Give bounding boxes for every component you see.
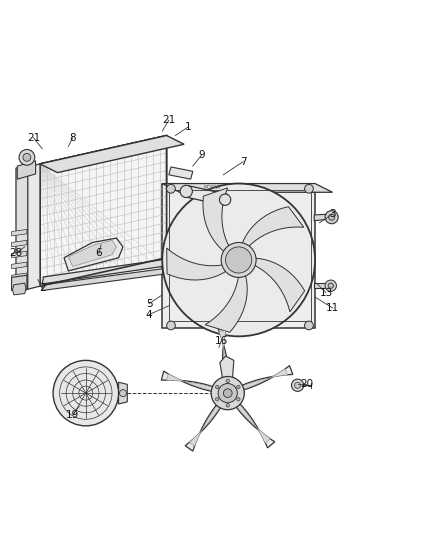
Text: 21: 21 — [162, 115, 175, 125]
Text: 2: 2 — [39, 284, 46, 293]
Polygon shape — [68, 240, 117, 266]
Text: 6: 6 — [95, 248, 102, 259]
Circle shape — [226, 379, 230, 383]
Circle shape — [223, 389, 232, 398]
Polygon shape — [236, 403, 270, 443]
Polygon shape — [242, 207, 304, 248]
Polygon shape — [184, 185, 228, 205]
Text: 4: 4 — [146, 310, 152, 319]
Polygon shape — [162, 183, 332, 192]
Circle shape — [304, 184, 313, 193]
Text: 11: 11 — [326, 303, 339, 313]
Polygon shape — [314, 214, 328, 221]
Circle shape — [291, 379, 304, 391]
Circle shape — [120, 390, 127, 397]
Polygon shape — [17, 161, 35, 179]
Circle shape — [166, 321, 175, 330]
Polygon shape — [12, 273, 27, 280]
Circle shape — [294, 382, 300, 389]
Text: 19: 19 — [66, 410, 79, 420]
Polygon shape — [42, 269, 163, 290]
Circle shape — [237, 385, 240, 389]
Polygon shape — [220, 356, 234, 384]
Circle shape — [180, 185, 192, 198]
Text: MOPAR: MOPAR — [204, 184, 221, 190]
Polygon shape — [205, 274, 247, 332]
Text: 7: 7 — [240, 157, 246, 167]
Polygon shape — [234, 401, 275, 448]
Text: 16: 16 — [215, 336, 228, 346]
Circle shape — [162, 183, 315, 336]
Circle shape — [226, 403, 230, 407]
Polygon shape — [203, 188, 230, 253]
Polygon shape — [253, 258, 305, 312]
Circle shape — [215, 398, 219, 401]
Polygon shape — [42, 260, 163, 284]
Polygon shape — [12, 251, 27, 258]
Polygon shape — [167, 248, 227, 280]
Text: 9: 9 — [198, 150, 205, 160]
Polygon shape — [189, 405, 220, 446]
Polygon shape — [169, 167, 193, 179]
Circle shape — [166, 184, 175, 193]
Polygon shape — [161, 371, 217, 392]
Circle shape — [325, 280, 336, 292]
Polygon shape — [314, 283, 327, 288]
Circle shape — [211, 376, 244, 410]
Polygon shape — [219, 330, 228, 378]
Text: 21: 21 — [27, 133, 40, 143]
Polygon shape — [16, 164, 28, 293]
Circle shape — [221, 243, 256, 277]
Polygon shape — [40, 135, 184, 173]
Circle shape — [23, 154, 31, 161]
Polygon shape — [119, 382, 127, 404]
Text: 1: 1 — [185, 122, 192, 132]
Circle shape — [19, 149, 35, 165]
Circle shape — [237, 398, 240, 401]
Polygon shape — [12, 262, 27, 269]
Polygon shape — [238, 366, 293, 391]
Polygon shape — [22, 164, 40, 290]
Text: 3: 3 — [329, 209, 336, 219]
Circle shape — [226, 247, 252, 273]
Polygon shape — [217, 326, 229, 381]
Text: 13: 13 — [319, 288, 332, 298]
Text: 5: 5 — [146, 298, 152, 309]
Circle shape — [218, 384, 237, 403]
Circle shape — [328, 214, 335, 220]
Polygon shape — [185, 402, 223, 451]
Polygon shape — [12, 275, 27, 290]
Polygon shape — [64, 238, 123, 271]
Circle shape — [53, 360, 119, 426]
Text: 8: 8 — [69, 133, 76, 143]
Polygon shape — [12, 240, 27, 247]
Polygon shape — [40, 135, 166, 286]
Polygon shape — [162, 183, 315, 328]
Polygon shape — [241, 369, 287, 390]
Polygon shape — [166, 374, 213, 391]
Polygon shape — [12, 229, 27, 236]
Circle shape — [215, 385, 219, 389]
Circle shape — [325, 211, 338, 224]
Circle shape — [219, 194, 231, 205]
Circle shape — [304, 321, 313, 330]
Text: 20: 20 — [300, 379, 313, 390]
Text: 28: 28 — [9, 248, 23, 259]
Polygon shape — [12, 283, 26, 295]
Circle shape — [328, 283, 333, 288]
